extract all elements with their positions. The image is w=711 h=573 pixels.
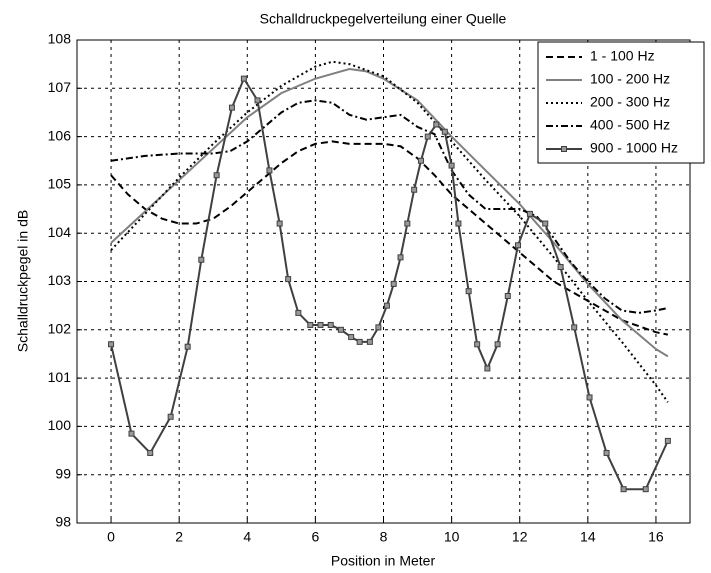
x-tick-label: 6: [311, 529, 319, 545]
marker: [390, 280, 397, 287]
marker: [603, 449, 610, 456]
marker: [441, 128, 448, 135]
marker: [240, 75, 247, 82]
marker: [285, 276, 292, 283]
marker: [411, 186, 418, 193]
marker: [167, 413, 174, 420]
legend-marker: [561, 146, 567, 152]
line: [110, 67, 669, 358]
x-tick-label: 8: [380, 529, 388, 545]
marker: [557, 264, 564, 271]
legend-label: 200 - 300 Hz: [590, 94, 670, 110]
x-tick-label: 0: [107, 529, 115, 545]
marker: [504, 292, 511, 299]
marker: [366, 338, 373, 345]
marker: [147, 449, 154, 456]
y-tick-label: 98: [55, 514, 71, 530]
marker: [433, 121, 440, 128]
marker: [383, 302, 390, 309]
x-tick-label: 14: [580, 529, 596, 545]
y-tick-label: 103: [48, 272, 72, 288]
marker: [455, 220, 462, 227]
legend-label: 1 - 100 Hz: [590, 48, 655, 64]
marker: [198, 256, 205, 263]
y-tick-label: 108: [48, 31, 72, 47]
marker: [404, 220, 411, 227]
marker: [515, 242, 522, 249]
marker: [417, 157, 424, 164]
marker: [542, 220, 549, 227]
y-tick-label: 104: [48, 224, 72, 240]
marker: [465, 288, 472, 295]
legend-label: 900 - 1000 Hz: [590, 140, 678, 156]
marker: [586, 394, 593, 401]
marker: [474, 341, 481, 348]
marker: [128, 430, 135, 437]
y-tick-label: 105: [48, 176, 72, 192]
legend-box: [537, 41, 705, 164]
legend-label: 400 - 500 Hz: [590, 117, 670, 133]
y-axis-label: Schalldruckpegel in dB: [15, 210, 31, 352]
x-tick-label: 16: [648, 529, 664, 545]
x-tick-label: 10: [444, 529, 460, 545]
x-tick-label: 4: [243, 529, 251, 545]
marker: [375, 324, 382, 331]
marker: [356, 338, 363, 345]
marker: [327, 321, 334, 328]
marker: [317, 321, 324, 328]
marker: [494, 341, 501, 348]
marker: [184, 343, 191, 350]
line: [110, 99, 669, 314]
x-tick-label: 2: [175, 529, 183, 545]
marker: [266, 167, 273, 174]
marker: [108, 341, 115, 348]
marker: [526, 210, 533, 217]
plot-frame: [76, 39, 691, 524]
marker: [448, 162, 455, 169]
marker: [228, 104, 235, 111]
y-tick-label: 107: [48, 79, 72, 95]
y-tick-label: 99: [55, 465, 71, 481]
y-tick-label: 101: [48, 369, 72, 385]
marker: [571, 324, 578, 331]
y-tick-label: 100: [48, 417, 72, 433]
chart-title: Schalldruckpegelverteilung einer Quelle: [260, 11, 507, 27]
y-tick-label: 106: [48, 127, 72, 143]
marker: [664, 437, 671, 444]
marker: [295, 309, 302, 316]
marker: [337, 326, 344, 333]
marker: [484, 365, 491, 372]
marker: [307, 321, 314, 328]
marker: [620, 486, 627, 493]
marker: [276, 220, 283, 227]
line: [110, 60, 669, 403]
x-tick-label: 12: [512, 529, 528, 545]
legend-label: 100 - 200 Hz: [590, 71, 670, 87]
x-axis-label: Position in Meter: [331, 553, 436, 569]
line: [110, 140, 669, 336]
marker: [254, 97, 261, 104]
marker: [424, 133, 431, 140]
marker: [642, 486, 649, 493]
marker: [397, 254, 404, 261]
marker: [213, 172, 220, 179]
marker: [348, 334, 355, 341]
y-tick-label: 102: [48, 321, 72, 337]
